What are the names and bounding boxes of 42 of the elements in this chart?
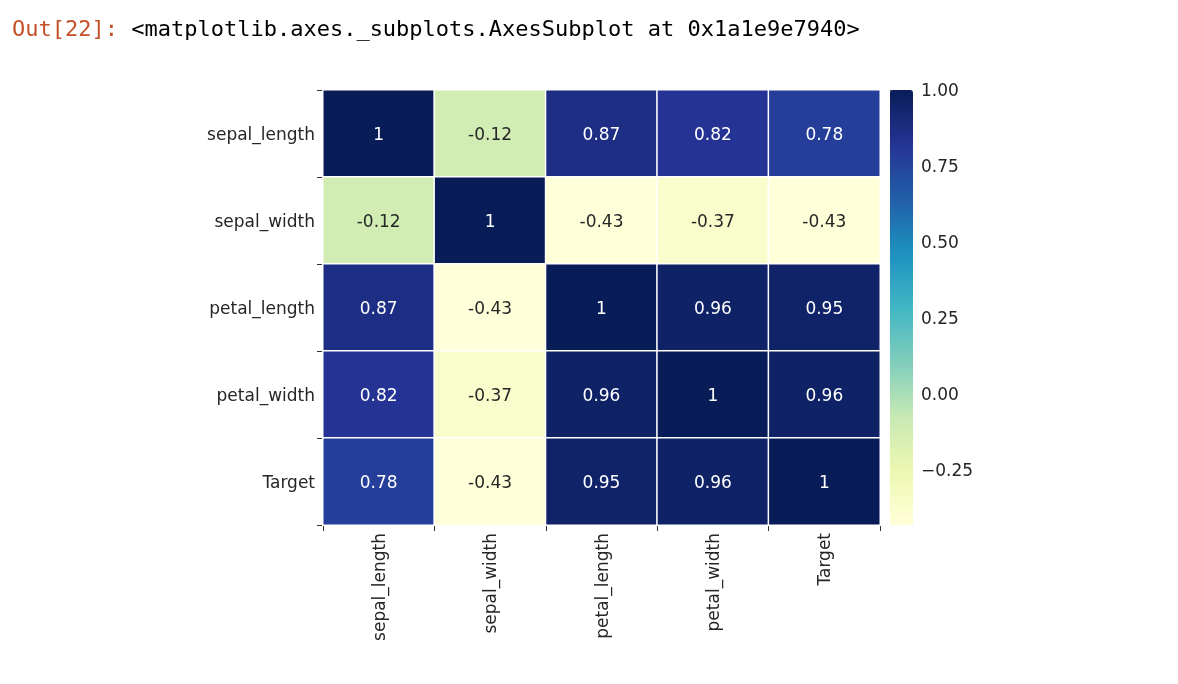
data-label: 0.96 <box>693 471 732 492</box>
color-bar-label: 0.75 <box>921 156 959 177</box>
data-label: 0.82 <box>693 123 732 144</box>
data-label: 0.82 <box>359 384 398 405</box>
data-label: 0.96 <box>693 297 732 318</box>
x-tick-label: Target <box>814 532 835 587</box>
color-bar-label: −0.25 <box>921 460 974 481</box>
color-bar-label: 1.00 <box>921 80 959 100</box>
data-label: 1 <box>373 123 385 144</box>
data-label: 1 <box>818 471 830 492</box>
data-label: 0.96 <box>805 384 844 405</box>
data-label: -0.43 <box>468 297 513 318</box>
data-label: 0.78 <box>359 471 398 492</box>
data-label: 0.78 <box>805 123 844 144</box>
data-label: 1 <box>484 210 496 231</box>
y-tick-label: petal_width <box>216 384 315 406</box>
x-tick-label: sepal_width <box>480 533 502 634</box>
data-label: 0.87 <box>359 297 398 318</box>
data-label: 0.95 <box>582 471 621 492</box>
color-bar-label: 0.25 <box>921 308 959 329</box>
data-label: -0.43 <box>802 210 847 231</box>
data-label: -0.43 <box>579 210 624 231</box>
y-tick-label: sepal_width <box>214 210 315 232</box>
data-label: 0.96 <box>582 384 621 405</box>
data-label: 1 <box>596 297 607 318</box>
data-label: -0.12 <box>468 123 513 144</box>
data-label: 1 <box>707 384 719 405</box>
y-tick-label: sepal_length <box>207 123 315 145</box>
data-label: 0.95 <box>805 297 844 318</box>
color-bar-label: 0.00 <box>921 384 959 405</box>
color-bar-label: 0.50 <box>921 232 959 253</box>
x-tick-label: sepal_length <box>368 533 390 641</box>
data-label: -0.43 <box>468 471 513 492</box>
data-label: -0.12 <box>356 210 401 231</box>
data-label: -0.37 <box>690 210 735 231</box>
data-label: 0.87 <box>582 123 621 144</box>
x-tick-label: petal_length <box>591 533 613 639</box>
x-tick-label: petal_width <box>702 533 724 632</box>
text: Out[22]: <matplotlib.axes._subplots.AxesSubplot at 0x1a1e9e7940> <box>12 16 860 41</box>
y-tick-label: petal_length <box>209 297 315 319</box>
data-label: -0.37 <box>468 384 513 405</box>
y-tick-label: Target <box>261 471 316 492</box>
